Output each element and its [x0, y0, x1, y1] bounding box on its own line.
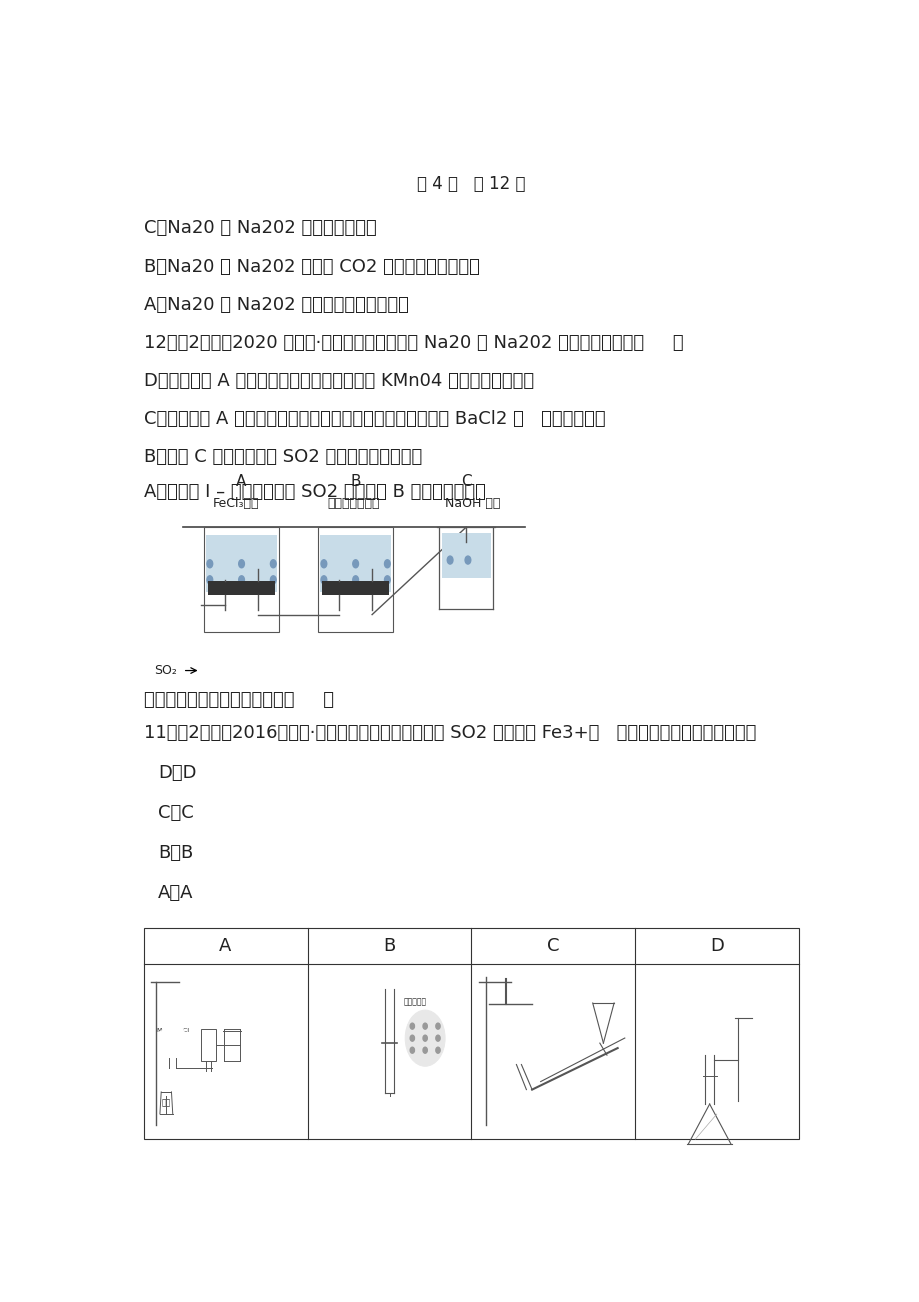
Circle shape: [384, 575, 390, 583]
Circle shape: [321, 560, 326, 568]
Circle shape: [270, 560, 276, 568]
Circle shape: [376, 1096, 402, 1131]
Bar: [143, 928, 799, 1139]
Text: B: B: [383, 937, 395, 956]
Text: D．为了验证 A 中发生了氧化还原反应，加入 KMn04 溶液，紫红色褮去: D．为了验证 A 中发生了氧化还原反应，加入 KMn04 溶液，紫红色褮去: [143, 372, 533, 389]
Circle shape: [238, 575, 244, 583]
Circle shape: [423, 1035, 426, 1042]
Circle shape: [410, 1023, 414, 1029]
Text: B．装置 C 的作用是吸收 SO2 尾气，防止污染空气: B．装置 C 的作用是吸收 SO2 尾气，防止污染空气: [143, 448, 421, 466]
Circle shape: [352, 575, 358, 583]
Circle shape: [207, 560, 212, 568]
Text: D: D: [709, 937, 723, 956]
Text: 示：其中下列说法不合理的是（     ）: 示：其中下列说法不合理的是（ ）: [143, 690, 334, 708]
Text: C: C: [460, 474, 471, 488]
Text: A．能表明 I – 的还原性弱于 SO2 的现象是 B 中蓝色溶液褮色: A．能表明 I – 的还原性弱于 SO2 的现象是 B 中蓝色溶液褮色: [143, 483, 485, 501]
Text: C．C: C．C: [158, 803, 193, 822]
Circle shape: [436, 1023, 439, 1029]
Circle shape: [423, 1023, 426, 1029]
Bar: [322, 581, 389, 595]
Text: 11．（2分）（2016高三上·河北期中）某兴趣小组探究 SO2 气体还原 Fe3+，   他们使用的药品和装置如图所: 11．（2分）（2016高三上·河北期中）某兴趣小组探究 SO2 气体还原 Fe…: [143, 724, 755, 742]
Circle shape: [270, 575, 276, 583]
Text: 12．（2分）（2020 高一上·林芝期末）下列关于 Na20 和 Na202 的叙述正确的是（     ）: 12．（2分）（2020 高一上·林芝期末）下列关于 Na20 和 Na202 …: [143, 333, 683, 352]
Text: SO₂: SO₂: [154, 664, 176, 677]
Circle shape: [207, 575, 212, 583]
Text: 有孔塑料板: 有孔塑料板: [403, 997, 426, 1006]
Text: B: B: [350, 474, 360, 488]
Circle shape: [352, 560, 358, 568]
Bar: [208, 581, 275, 595]
Circle shape: [404, 1010, 445, 1066]
Bar: [204, 527, 278, 633]
Text: 第 4 页   共 12 页: 第 4 页 共 12 页: [417, 176, 525, 193]
Text: 含有淀粉的碘水: 含有淀粉的碘水: [327, 496, 380, 509]
Circle shape: [160, 1022, 186, 1059]
Circle shape: [321, 575, 326, 583]
Circle shape: [436, 1047, 439, 1053]
Circle shape: [410, 1035, 414, 1042]
Bar: [441, 533, 490, 578]
Circle shape: [238, 560, 244, 568]
Text: A: A: [219, 937, 232, 956]
Circle shape: [423, 1047, 426, 1053]
Circle shape: [410, 1047, 414, 1053]
Text: FeCl₃溶液: FeCl₃溶液: [213, 496, 259, 509]
Circle shape: [436, 1035, 439, 1042]
Circle shape: [384, 560, 390, 568]
Circle shape: [447, 556, 452, 564]
Text: 盐酸: 盐酸: [161, 1099, 170, 1108]
Text: A．A: A．A: [158, 884, 193, 902]
Text: C．为了验证 A 中发生了氧化还原反应，加入用税盐酸酸化的 BaCl2 ，   产生白色沉淠: C．为了验证 A 中发生了氧化还原反应，加入用税盐酸酸化的 BaCl2 ， 产生…: [143, 410, 605, 428]
Bar: [318, 527, 392, 633]
Bar: [320, 535, 391, 592]
Text: MnO₂+HCl: MnO₂+HCl: [156, 1029, 189, 1034]
Circle shape: [465, 556, 471, 564]
Bar: [200, 1029, 216, 1061]
Circle shape: [493, 1014, 528, 1065]
Text: B＊Na20 与 Na202 分别与 CO2 反应的产物完全相同: B＊Na20 与 Na202 分别与 CO2 反应的产物完全相同: [143, 258, 479, 276]
Text: A: A: [236, 474, 246, 488]
Circle shape: [689, 999, 729, 1055]
Text: D．D: D．D: [158, 764, 196, 781]
Bar: [206, 535, 277, 592]
Text: NaOH 溶液: NaOH 溶液: [444, 496, 500, 509]
Text: A＊Na20 与 Na202 均可与水反应产生氧气: A＊Na20 与 Na202 均可与水反应产生氧气: [143, 296, 408, 314]
Text: C: C: [547, 937, 559, 956]
Text: B．B: B．B: [158, 844, 193, 862]
Text: C＊Na20 与 Na202 均为简性氧化物: C＊Na20 与 Na202 均为简性氧化物: [143, 220, 376, 237]
